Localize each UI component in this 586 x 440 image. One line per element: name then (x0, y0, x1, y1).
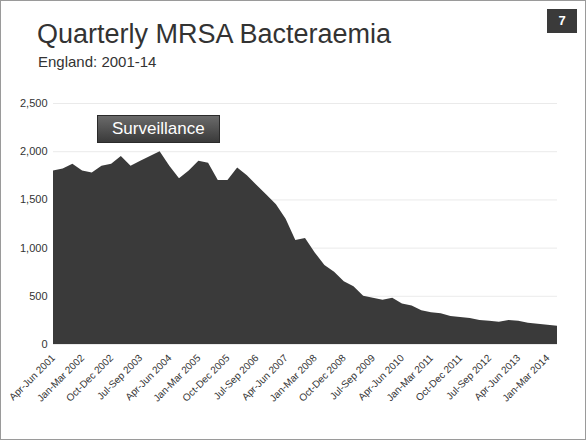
svg-text:Jul-Sep 2003: Jul-Sep 2003 (95, 352, 145, 402)
svg-text:500: 500 (29, 290, 47, 302)
html-text:Quarterly MRSA Bacteraemia: Quarterly MRSA Bacteraemia (37, 19, 392, 49)
svg-text:Apr-Jun 2010: Apr-Jun 2010 (355, 352, 407, 403)
svg-text:Apr-Jun 2004: Apr-Jun 2004 (123, 352, 174, 403)
svg-text:Apr-Jun 2007: Apr-Jun 2007 (239, 352, 290, 403)
html-text:England: 2001-14: England: 2001-14 (38, 53, 157, 70)
svg-text:Jul-Sep 2006: Jul-Sep 2006 (211, 352, 261, 402)
svg-text:Jan-Mar 2008: Jan-Mar 2008 (267, 352, 319, 404)
svg-text:1,000: 1,000 (20, 242, 48, 254)
svg-text:Apr-Jun 2001: Apr-Jun 2001 (6, 352, 58, 403)
svg-text:Jan-Mar 2014: Jan-Mar 2014 (500, 352, 552, 404)
svg-text:Jan-Mar 2011: Jan-Mar 2011 (384, 352, 436, 404)
html-text:7: 7 (558, 13, 566, 28)
svg-text:2,500: 2,500 (20, 97, 48, 109)
svg-text:Oct-Dec 2011: Oct-Dec 2011 (413, 352, 465, 404)
svg-text:2,000: 2,000 (20, 145, 48, 157)
svg-text:Jan-Mar 2005: Jan-Mar 2005 (151, 352, 203, 404)
svg-text:Apr-Jun 2013: Apr-Jun 2013 (472, 352, 523, 403)
svg-text:Oct-Dec 2005: Oct-Dec 2005 (180, 352, 232, 404)
svg-text:Jul-Sep 2009: Jul-Sep 2009 (327, 352, 377, 402)
svg-text:Jan-Mar 2002: Jan-Mar 2002 (34, 352, 87, 404)
svg-text:0: 0 (41, 338, 47, 350)
html-text:Surveillance: Surveillance (112, 119, 205, 138)
svg-text:Oct-Dec 2002: Oct-Dec 2002 (63, 352, 116, 404)
svg-text:1,500: 1,500 (20, 193, 48, 205)
svg-text:Jul-Sep 2012: Jul-Sep 2012 (443, 352, 494, 402)
svg-text:Oct-Dec 2008: Oct-Dec 2008 (296, 352, 348, 404)
